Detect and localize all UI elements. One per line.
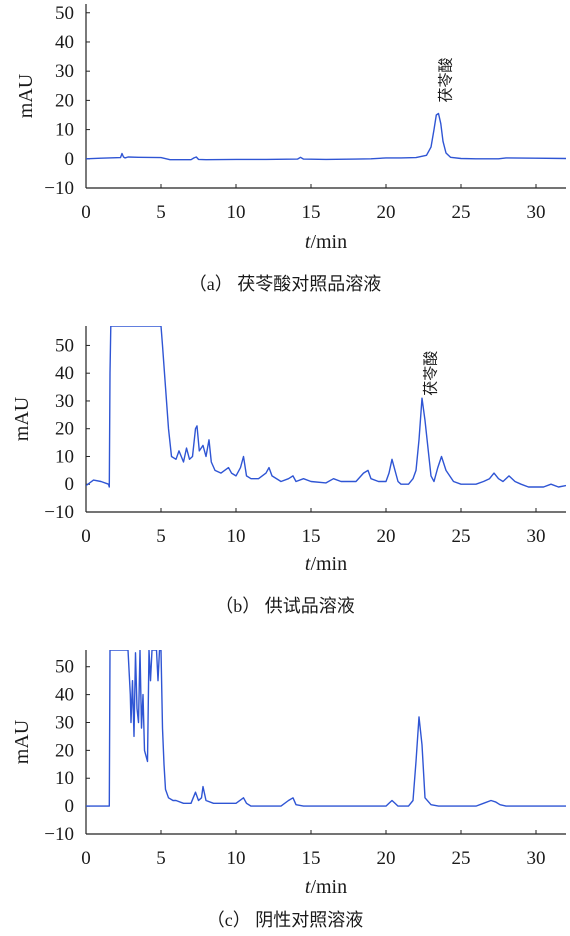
peak-annotation: 茯苓酸: [423, 351, 440, 396]
y-tick-label: 40: [55, 32, 74, 53]
x-tick-label: 25: [452, 848, 471, 869]
series-line-0: [86, 326, 566, 488]
y-tick-label: 30: [55, 712, 74, 733]
x-tick-label: 30: [527, 202, 546, 223]
panel-caption: （a） 茯苓酸对照品溶液: [189, 274, 382, 294]
y-tick-label: 40: [55, 363, 74, 384]
y-tick-label: 20: [55, 419, 74, 440]
x-tick-label: 0: [81, 848, 91, 869]
peak-annotation: 茯苓酸: [438, 57, 455, 102]
x-tick-label: 10: [227, 848, 246, 869]
x-tick-label: 30: [527, 526, 546, 547]
y-tick-label: 40: [55, 685, 74, 706]
x-tick-label: 10: [227, 526, 246, 547]
x-tick-label: 25: [452, 526, 471, 547]
y-tick-label: 20: [55, 740, 74, 761]
y-tick-label: −10: [44, 178, 74, 199]
y-tick-label: 10: [55, 120, 74, 141]
y-tick-label: 10: [55, 446, 74, 467]
y-axis-title: mAU: [11, 396, 33, 441]
y-tick-label: 0: [65, 149, 75, 170]
x-axis-title: t/min: [305, 553, 347, 575]
series-line-0: [86, 650, 566, 807]
x-tick-label: 15: [302, 202, 321, 223]
x-axis-title: t/min: [305, 876, 347, 898]
x-tick-label: 20: [377, 848, 396, 869]
y-tick-label: 50: [55, 335, 74, 356]
x-tick-label: 0: [81, 202, 91, 223]
y-tick-label: 0: [65, 796, 75, 817]
y-axis-title: mAU: [11, 719, 33, 764]
y-tick-label: 0: [65, 474, 75, 495]
x-tick-label: 15: [302, 848, 321, 869]
x-tick-label: 20: [377, 202, 396, 223]
y-tick-label: −10: [44, 824, 74, 845]
y-tick-label: 30: [55, 391, 74, 412]
x-tick-label: 10: [227, 202, 246, 223]
panel-caption: （c） 阴性对照溶液: [207, 910, 364, 930]
x-tick-label: 25: [452, 202, 471, 223]
y-tick-label: −10: [44, 502, 74, 523]
x-tick-label: 15: [302, 526, 321, 547]
y-tick-label: 30: [55, 61, 74, 82]
x-tick-label: 30: [527, 848, 546, 869]
x-tick-label: 5: [156, 202, 166, 223]
y-tick-label: 10: [55, 768, 74, 789]
x-tick-label: 5: [156, 526, 166, 547]
x-tick-label: 20: [377, 526, 396, 547]
panel-b-chromatogram: 0 5 10 15 20 25 30 −10 0 10 20 30 40 50 mAU t/min 茯苓酸 （b）…: [11, 326, 566, 616]
series-line-0: [86, 112, 566, 161]
panel-caption: （b） 供试品溶液: [215, 596, 355, 616]
y-tick-label: 50: [55, 3, 74, 24]
y-axis-title: mAU: [15, 73, 37, 118]
panel-a-chromatogram: 0 5 10 15 20 25 30 −10 0 10 20 30 40 50 mAU t/min 茯苓酸 （a）…: [15, 3, 566, 294]
x-tick-label: 0: [81, 526, 91, 547]
y-tick-label: 50: [55, 657, 74, 678]
panel-c-chromatogram: 0 5 10 15 20 25 30 −10 0 10 20 30 40 50 mAU t/min （c） 阴性…: [11, 650, 566, 930]
x-tick-label: 5: [156, 848, 166, 869]
x-axis-title: t/min: [305, 231, 347, 253]
y-tick-label: 20: [55, 90, 74, 111]
